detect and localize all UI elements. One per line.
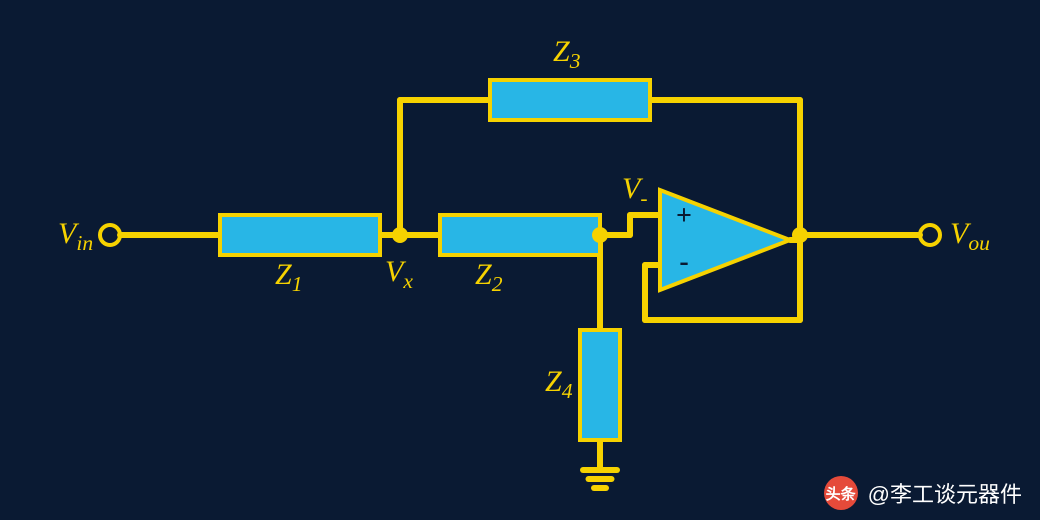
label-z2: Z2 — [475, 258, 502, 297]
label-z4: Z4 — [545, 365, 572, 404]
watermark: 头条 @李工谈元器件 — [824, 476, 1022, 510]
circuit-canvas: +- Vin Z1 Vx Z2 Z3 Z4 V- Vou 头条 @李工谈元器件 — [0, 0, 1040, 520]
svg-text:-: - — [679, 246, 688, 277]
circuit-svg: +- — [0, 0, 1040, 520]
label-z3: Z3 — [553, 35, 580, 74]
label-vout: Vou — [950, 217, 990, 256]
watermark-text: @李工谈元器件 — [868, 477, 1022, 509]
label-vx: Vx — [385, 255, 413, 294]
label-z1: Z1 — [275, 258, 302, 297]
label-vminus: V- — [622, 172, 648, 211]
toutiao-logo-icon: 头条 — [824, 476, 858, 510]
label-vin: Vin — [58, 217, 93, 256]
svg-text:+: + — [676, 200, 692, 231]
